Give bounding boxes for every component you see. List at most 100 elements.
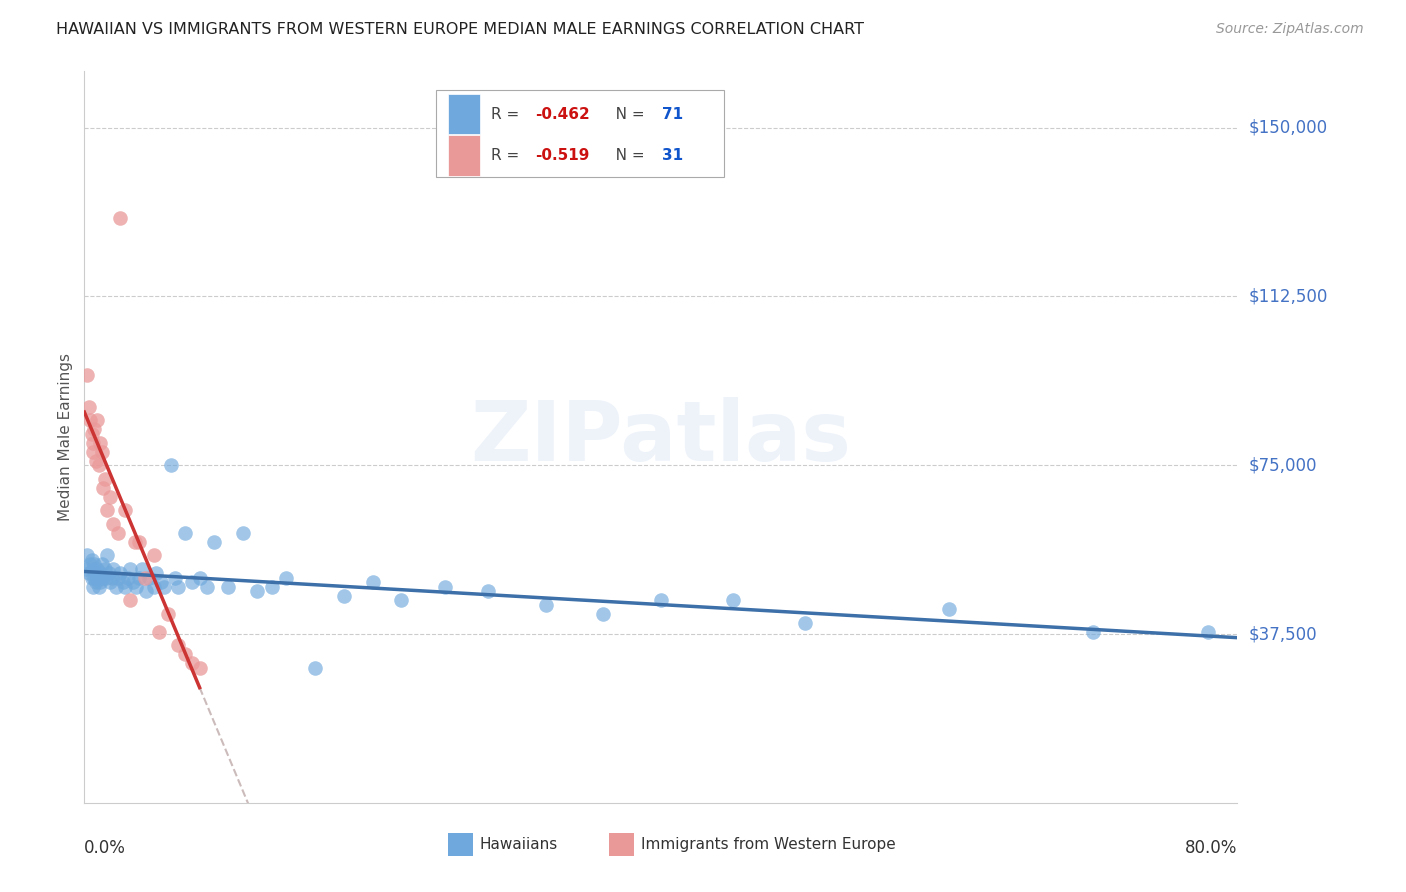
Point (148, 624, 170, 639)
Point (89, 575, 111, 590)
FancyBboxPatch shape (436, 90, 724, 178)
Point (80, 571, 103, 585)
Point (84, 453, 107, 467)
Point (79, 413, 101, 427)
Point (105, 580, 128, 594)
Point (181, 657, 204, 671)
Point (260, 580, 283, 594)
Point (167, 638, 190, 652)
Point (114, 580, 136, 594)
Point (87, 571, 110, 585)
Y-axis label: Median Male Earnings: Median Male Earnings (58, 353, 73, 521)
Point (1083, 624, 1105, 639)
Point (96, 548, 118, 562)
Point (82, 562, 104, 576)
Point (86, 562, 108, 576)
FancyBboxPatch shape (447, 95, 479, 135)
Point (135, 584, 157, 599)
Point (304, 661, 326, 675)
Text: Source: ZipAtlas.com: Source: ZipAtlas.com (1216, 22, 1364, 37)
Point (131, 562, 153, 576)
Point (83, 558, 105, 572)
Point (138, 571, 160, 585)
Text: 80.0%: 80.0% (1185, 839, 1237, 857)
Text: HAWAIIAN VS IMMIGRANTS FROM WESTERN EUROPE MEDIAN MALE EARNINGS CORRELATION CHAR: HAWAIIAN VS IMMIGRANTS FROM WESTERN EURO… (56, 22, 865, 37)
Point (86, 571, 108, 585)
Point (142, 580, 165, 594)
Point (90, 558, 112, 572)
Point (149, 575, 172, 590)
Point (89, 566, 111, 581)
Point (534, 598, 557, 612)
Point (592, 607, 614, 621)
FancyBboxPatch shape (609, 833, 634, 856)
Point (361, 575, 384, 590)
Point (98, 575, 121, 590)
Text: $112,500: $112,500 (1249, 287, 1327, 305)
Text: Hawaiians: Hawaiians (479, 837, 558, 852)
Text: R =: R = (491, 107, 524, 121)
Point (1198, 624, 1220, 639)
Point (93, 562, 115, 576)
Text: N =: N = (600, 148, 650, 163)
Point (125, 580, 148, 594)
Point (232, 525, 254, 540)
Point (145, 566, 167, 581)
FancyBboxPatch shape (447, 833, 472, 856)
Point (75, 562, 97, 576)
Point (650, 593, 672, 607)
Text: $75,000: $75,000 (1249, 456, 1317, 475)
Point (91, 571, 114, 585)
Point (84, 566, 107, 581)
Point (87, 580, 110, 594)
Point (76, 548, 98, 562)
Point (181, 575, 204, 590)
Point (276, 571, 298, 585)
Text: $150,000: $150,000 (1249, 119, 1327, 136)
Point (76, 368, 98, 383)
Text: N =: N = (600, 107, 650, 121)
Point (114, 503, 136, 517)
Point (94, 571, 117, 585)
Point (152, 580, 174, 594)
Point (110, 566, 132, 581)
Point (112, 575, 135, 590)
Point (134, 571, 156, 585)
Point (82, 580, 104, 594)
Point (103, 516, 124, 531)
Point (80, 426, 103, 441)
Point (117, 571, 139, 585)
Point (160, 458, 183, 473)
Point (195, 580, 218, 594)
Point (89, 435, 111, 450)
Text: 31: 31 (662, 148, 683, 163)
Text: 0.0%: 0.0% (84, 839, 127, 857)
Point (96, 503, 118, 517)
Point (433, 580, 456, 594)
Point (167, 580, 190, 594)
Point (142, 548, 165, 562)
Point (100, 571, 122, 585)
Point (477, 584, 499, 599)
Point (103, 562, 124, 576)
Point (174, 647, 197, 661)
Point (86, 413, 108, 427)
Text: Immigrants from Western Europe: Immigrants from Western Europe (641, 837, 896, 852)
Point (79, 558, 101, 572)
Point (333, 589, 356, 603)
Point (107, 571, 129, 585)
Point (938, 602, 960, 616)
Point (174, 525, 197, 540)
Point (124, 534, 146, 549)
Point (120, 562, 142, 576)
Point (188, 661, 211, 675)
Point (218, 580, 240, 594)
Point (721, 593, 744, 607)
Point (97, 566, 120, 581)
Text: 71: 71 (662, 107, 683, 121)
Point (122, 575, 145, 590)
Point (188, 571, 211, 585)
Point (90, 444, 112, 458)
Point (202, 534, 225, 549)
Text: R =: R = (491, 148, 524, 163)
